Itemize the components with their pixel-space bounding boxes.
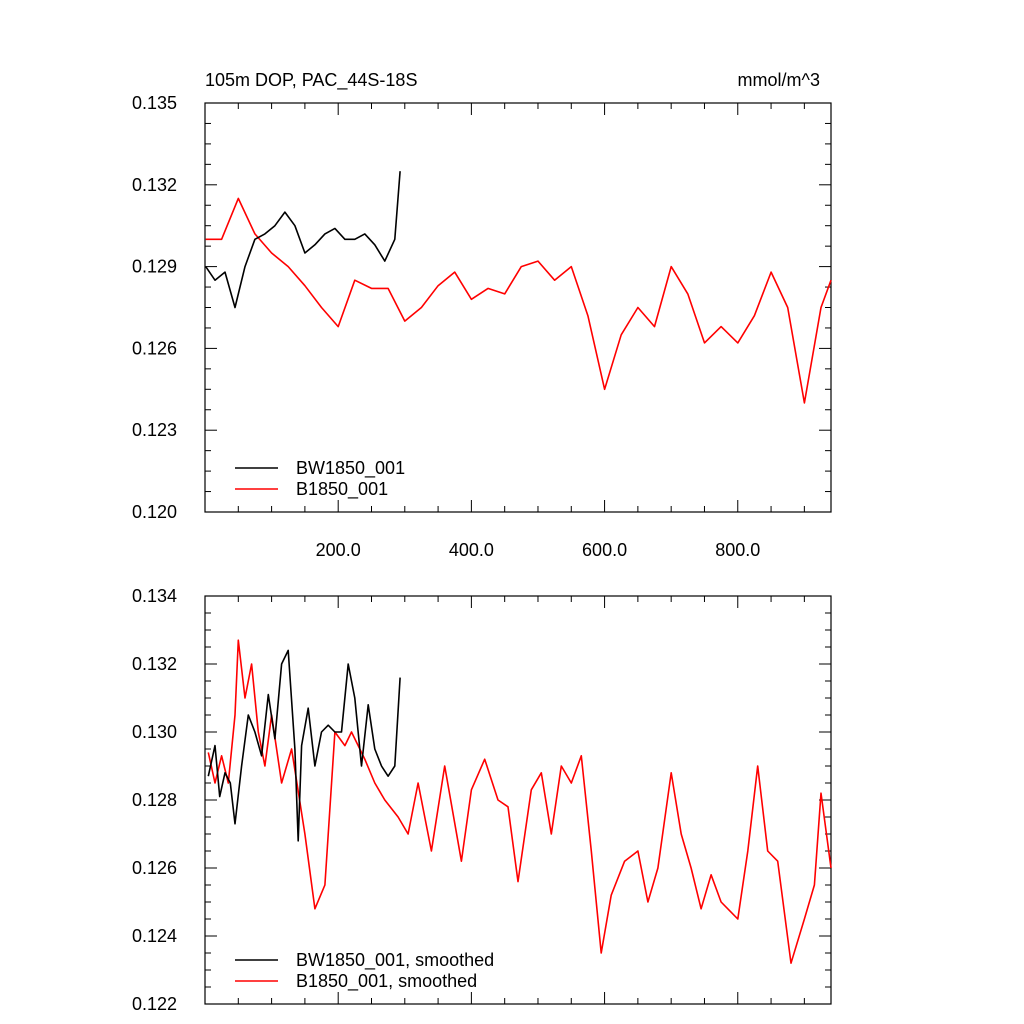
bottom-ytick-label: 0.122 <box>132 994 177 1014</box>
top-legend-label: B1850_001 <box>296 479 388 500</box>
bottom-ytick-label: 0.132 <box>132 654 177 674</box>
bottom-legend-label: B1850_001, smoothed <box>296 971 477 992</box>
top-xtick-label: 800.0 <box>715 540 760 560</box>
top-ytick-label: 0.135 <box>132 93 177 113</box>
top-legend-label: BW1850_001 <box>296 458 405 479</box>
top-ytick-label: 0.132 <box>132 175 177 195</box>
top-series-line-1 <box>205 197 832 404</box>
top-ytick-label: 0.129 <box>132 257 177 277</box>
top-xtick-label: 400.0 <box>449 540 494 560</box>
top-xtick-label: 600.0 <box>582 540 627 560</box>
bottom-ytick-label: 0.130 <box>132 722 177 742</box>
bottom-series-line-0 <box>207 649 401 842</box>
top-ytick-label: 0.126 <box>132 338 177 358</box>
bottom-legend-label: BW1850_001, smoothed <box>296 950 494 971</box>
top-series-line-0 <box>205 171 401 309</box>
bottom-series-line-1 <box>207 639 832 965</box>
bottom-panel: 0.122 0.124 0.126 0.128 0.130 0.132 0.134 BW185… <box>132 586 832 1014</box>
chart-title: 105m DOP, PAC_44S-18S <box>205 70 417 91</box>
bottom-ytick-label: 0.126 <box>132 858 177 878</box>
bottom-ytick-label: 0.128 <box>132 790 177 810</box>
top-ytick-label: 0.120 <box>132 502 177 522</box>
bottom-ytick-label: 0.134 <box>132 586 177 606</box>
top-panel: 105m DOP, PAC_44S-18S mmol/m^3 0.120 0.12… <box>132 70 832 560</box>
units-label: mmol/m^3 <box>738 70 820 90</box>
top-ytick-label: 0.123 <box>132 420 177 440</box>
bottom-ytick-label: 0.124 <box>132 926 177 946</box>
top-plot-frame <box>204 102 832 513</box>
top-xtick-label: 200.0 <box>316 540 361 560</box>
